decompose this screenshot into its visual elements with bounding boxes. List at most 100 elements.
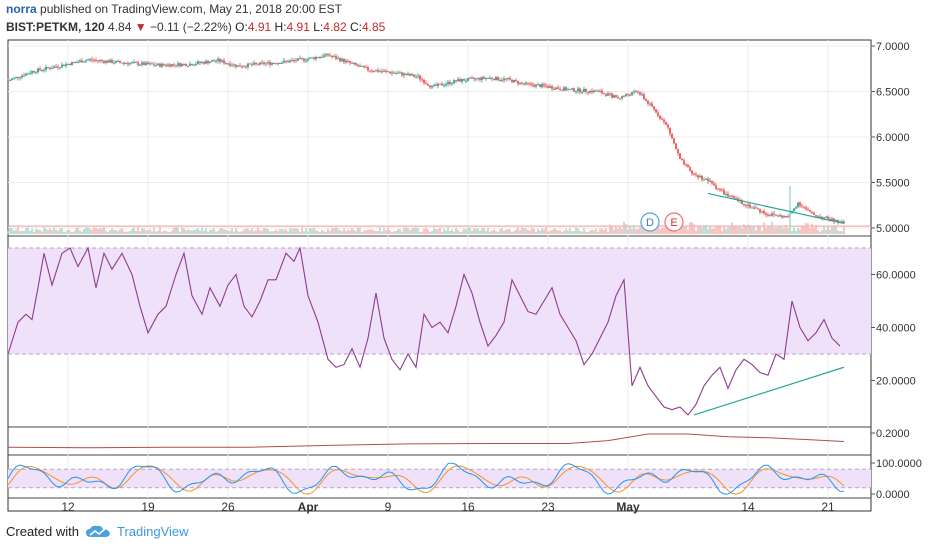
volume-bar <box>827 226 829 234</box>
candle-body <box>681 158 683 161</box>
volume-bar <box>115 229 117 234</box>
volume-bar <box>501 228 503 234</box>
chart-canvas[interactable]: 12 19 26 Apr 9 16 23 May 14 21 7.0000 6.5000 6.0000 5… <box>0 0 932 520</box>
down-arrow-icon: ▼ <box>134 20 147 34</box>
candle-body <box>267 62 269 64</box>
volume-bar <box>753 226 755 234</box>
volume-bar <box>381 231 383 234</box>
volume-bar <box>433 227 435 234</box>
candle-body <box>107 60 109 63</box>
tradingview-brand[interactable]: TradingView <box>116 524 189 539</box>
volume-bar <box>97 229 99 234</box>
candle-body <box>715 185 717 189</box>
volume-bar <box>309 227 311 234</box>
x-tick-label: 19 <box>141 500 155 514</box>
volume-bar <box>185 230 187 234</box>
candle-body <box>723 190 725 195</box>
volume-bar <box>537 228 539 234</box>
volume-bar <box>217 230 219 234</box>
volume-bar <box>409 229 411 234</box>
volume-bar <box>567 230 569 234</box>
candle-body <box>567 89 569 91</box>
candle-body <box>677 149 679 154</box>
candle-body <box>197 61 199 64</box>
marker-e-circle <box>664 212 684 232</box>
volume-bar <box>623 221 625 234</box>
volume-bar <box>583 227 585 234</box>
volume-bar <box>199 230 201 234</box>
candle-body <box>577 88 579 92</box>
candle-body <box>367 67 369 71</box>
marker-d-label: D <box>646 217 654 229</box>
volume-bar <box>839 230 841 234</box>
candle-body <box>481 76 483 80</box>
candle-body <box>751 207 753 209</box>
volume-bar <box>441 231 443 234</box>
candle-body <box>641 94 643 96</box>
candle-body <box>359 65 361 67</box>
volume-bar <box>35 228 37 234</box>
volume-bar <box>181 227 183 234</box>
candle-body <box>41 70 43 72</box>
volume-bar <box>371 229 373 234</box>
candle-body <box>165 65 167 67</box>
volume-bar <box>267 229 269 234</box>
candle-body <box>247 63 249 68</box>
candle-body <box>679 153 681 159</box>
volume-bar <box>329 231 331 234</box>
candle-body <box>835 219 837 222</box>
candle-body <box>687 164 689 168</box>
volume-bar <box>541 228 543 234</box>
volume-bar <box>603 229 605 234</box>
volume-bar <box>355 231 357 234</box>
volume-bar <box>291 228 293 234</box>
candle-body <box>495 76 497 81</box>
candle-body <box>303 58 305 61</box>
volume-bar <box>99 228 101 234</box>
candle-body <box>39 68 41 71</box>
volume-bar <box>775 227 777 234</box>
author-name[interactable]: norra <box>6 2 37 16</box>
candle-body <box>273 63 275 65</box>
volume-bar <box>477 228 479 234</box>
volume-bar <box>119 229 121 234</box>
candle-body <box>163 63 165 66</box>
low-value: 4.82 <box>323 20 347 34</box>
volume-bar <box>785 225 787 234</box>
candle-body <box>243 66 245 68</box>
volume-bar <box>345 231 347 234</box>
candle-body <box>447 81 449 85</box>
volume-bar <box>517 227 519 234</box>
candle-body <box>155 65 157 67</box>
candle-body <box>657 112 659 116</box>
volume-bar <box>121 228 123 234</box>
volume-bar <box>643 228 645 234</box>
candle-body <box>355 63 357 65</box>
volume-bar <box>689 222 691 234</box>
volume-bar <box>211 229 213 234</box>
volume-bar <box>397 228 399 234</box>
marker-e-label: E <box>670 217 677 229</box>
candle-body <box>319 56 321 58</box>
candle-body <box>555 87 557 90</box>
stoch-axis-label: 0.0000 <box>876 489 910 501</box>
stoch-k-line <box>7 462 845 495</box>
low-label: L: <box>313 20 324 34</box>
volume-bar <box>531 227 533 234</box>
candle-body <box>113 62 115 64</box>
volume-bar <box>763 222 765 234</box>
volume-bar <box>91 229 93 234</box>
volume-bar <box>249 230 251 234</box>
volume-bar <box>195 229 197 234</box>
x-tick-label: May <box>616 500 640 514</box>
volume-bar <box>241 231 243 234</box>
volume-bar <box>107 231 109 234</box>
volume-bar <box>173 227 175 234</box>
candle-body <box>133 62 135 64</box>
candle-body <box>349 61 351 63</box>
volume-bar <box>683 226 685 234</box>
volume-bar <box>367 229 369 234</box>
candle-body <box>665 121 667 125</box>
volume-bar <box>487 227 489 234</box>
volume-bar <box>169 231 171 234</box>
